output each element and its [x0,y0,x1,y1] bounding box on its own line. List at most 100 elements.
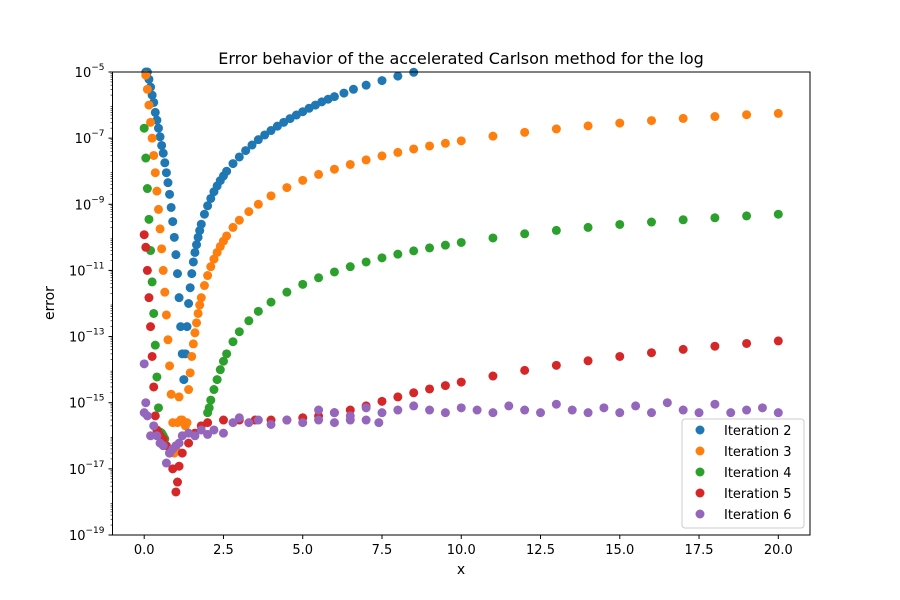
data-point [144,100,154,110]
data-point [190,431,200,441]
data-point [182,322,192,332]
data-point [203,271,213,281]
plot-points [139,67,783,497]
data-point [179,375,189,385]
data-point [377,253,387,263]
data-point [222,231,232,241]
data-point [456,237,466,247]
data-point [203,418,213,428]
legend-marker [695,467,705,477]
data-point [329,418,339,428]
data-point [409,401,419,411]
data-point [425,405,435,415]
data-point [187,351,197,361]
data-point [615,219,625,229]
x-tick-label: 15.0 [605,543,634,558]
data-point [153,123,163,133]
data-point [171,487,181,497]
data-point [171,250,181,260]
data-point [536,408,546,418]
data-point [174,293,184,303]
y-tick-label: 10−7 [75,129,105,147]
data-point [710,341,720,351]
x-tick-label: 10.0 [447,543,476,558]
data-point [472,405,482,415]
data-point [260,130,270,140]
data-point [152,431,162,441]
data-point [192,240,202,250]
data-point [150,411,160,421]
data-point [409,388,419,398]
data-point [631,401,641,411]
data-point [583,121,593,131]
data-point [615,351,625,361]
data-point [520,405,530,415]
data-point [184,299,194,308]
data-point [314,169,324,179]
data-point [314,405,324,415]
data-point [329,267,339,277]
data-point [266,297,276,307]
data-point [345,159,355,169]
data-point [377,396,387,406]
data-point [195,300,205,310]
data-point [773,336,783,346]
data-point [742,110,752,120]
x-tick-label: 20.0 [764,543,793,558]
data-point [163,335,173,345]
data-point [161,168,171,178]
data-point [742,405,752,415]
data-point [253,415,263,425]
data-point [228,418,238,428]
data-point [196,425,206,435]
data-point [163,178,173,188]
data-point [184,438,194,448]
data-point [147,277,157,287]
data-point [710,213,720,223]
data-point [583,408,593,418]
data-point [314,415,324,425]
data-point [488,131,498,141]
data-point [646,217,656,227]
data-point [488,371,498,381]
data-point [694,408,704,418]
data-point [152,186,162,196]
data-point [142,411,152,421]
data-point [329,164,339,174]
y-axis-label: error [42,286,58,320]
legend: Iteration 2 Iteration 3 Iteration 4 Iterati… [681,418,805,529]
data-point [222,166,232,176]
data-point [144,293,154,303]
data-point [615,408,625,418]
data-point [520,365,530,375]
data-point [228,159,238,169]
legend-marker [695,488,705,498]
data-point [520,127,530,137]
data-point [157,244,167,254]
data-point [203,201,213,211]
data-point [144,214,154,224]
data-point [141,398,151,408]
data-point [209,254,219,264]
data-point [149,421,159,431]
data-point [139,230,149,240]
data-point [488,408,498,418]
data-point [361,155,371,165]
data-point [215,365,225,375]
y-tick-label: 10−15 [69,394,105,412]
data-point [174,438,184,448]
legend-label: Iteration 5 [724,487,792,502]
data-point [678,344,688,354]
data-point [193,232,203,242]
series-3 [139,123,783,444]
y-tick-label: 10−9 [75,195,105,213]
data-point [166,389,176,399]
data-point [174,461,184,471]
data-point [234,152,244,162]
data-point [266,419,276,429]
data-point [409,144,419,154]
y-tick-label: 10−5 [75,63,105,81]
data-point [726,408,736,418]
chart-title: Error behavior of the accelerated Carlso… [218,49,704,68]
